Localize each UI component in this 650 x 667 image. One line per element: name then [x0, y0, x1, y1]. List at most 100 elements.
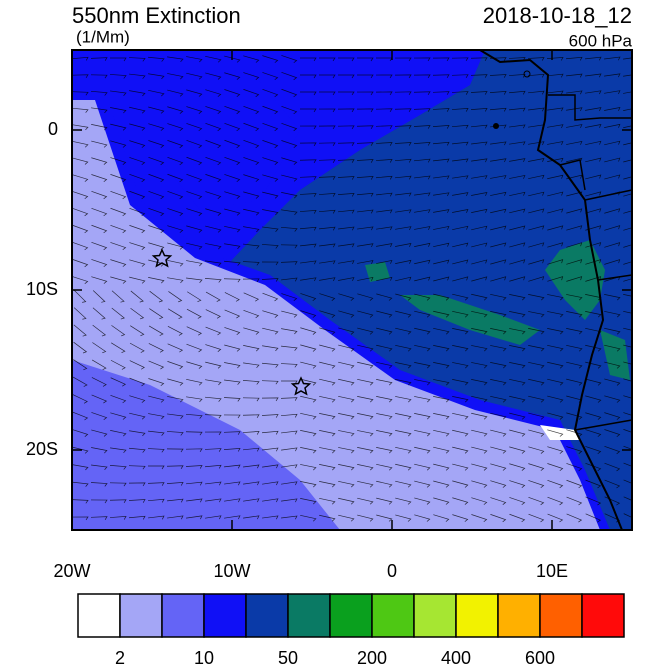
- colorbar: 2 10 50 200 400 600: [77, 593, 625, 667]
- wind-barb: [490, 497, 507, 505]
- wind-barb: [90, 516, 108, 520]
- wind-barb: [490, 480, 507, 488]
- wind-barb: [528, 429, 545, 437]
- wind-barb: [527, 73, 545, 78]
- wind-barb: [262, 310, 279, 318]
- wind-barb: [91, 224, 108, 234]
- wind-barb: [186, 173, 203, 183]
- wind-barb: [470, 57, 488, 61]
- wind-barb: [167, 326, 183, 336]
- wind-barb: [109, 465, 127, 470]
- wind-barb: [490, 379, 507, 386]
- wind-barb: [623, 244, 632, 248]
- wind-barb: [129, 430, 146, 437]
- wind-barb: [299, 108, 317, 113]
- wind-barb: [471, 276, 488, 282]
- wind-barb: [243, 139, 260, 149]
- wind-barb: [471, 124, 488, 129]
- wind-barb: [72, 516, 89, 521]
- wind-barb: [281, 310, 298, 318]
- wind-barb: [547, 208, 564, 214]
- wind-barb: [357, 514, 374, 522]
- wind-barb: [110, 242, 127, 251]
- wind-barb: [566, 124, 583, 129]
- wind-barb: [414, 446, 431, 454]
- wind-barb: [128, 57, 146, 62]
- wind-barb: [319, 260, 336, 265]
- wind-barb: [623, 142, 632, 146]
- wind-barb: [262, 481, 279, 486]
- wind-barb: [357, 310, 374, 318]
- wind-barb: [357, 413, 374, 420]
- wind-barb: [528, 496, 545, 506]
- wind-barb: [91, 124, 108, 131]
- wind-barb: [623, 108, 632, 111]
- wind-barb: [337, 159, 355, 163]
- wind-barb: [243, 515, 260, 520]
- wind-barb: [585, 140, 602, 146]
- wind-barb: [375, 159, 393, 163]
- wind-barb: [337, 108, 355, 113]
- wind-barb: [186, 343, 203, 353]
- wind-barb: [262, 88, 279, 98]
- wind-barb: [452, 192, 469, 197]
- colorbar-box: [581, 593, 625, 638]
- wind-barb: [243, 89, 260, 98]
- wind-barb: [433, 480, 450, 488]
- wind-barb: [281, 481, 298, 486]
- wind-barb: [281, 515, 298, 520]
- wind-barb: [566, 276, 583, 282]
- wind-barb: [566, 140, 583, 145]
- wind-barb: [205, 515, 222, 520]
- wind-barb: [509, 429, 526, 437]
- wind-barb: [205, 481, 222, 486]
- wind-barb: [566, 242, 583, 248]
- wind-barb: [623, 125, 632, 129]
- wind-barb: [451, 108, 469, 112]
- wind-barb: [489, 74, 507, 78]
- wind-barb: [394, 108, 412, 112]
- wind-barb: [262, 362, 279, 368]
- wind-barb: [281, 447, 298, 452]
- wind-barb: [585, 157, 602, 163]
- wind-barb: [376, 497, 393, 505]
- wind-barb: [186, 156, 203, 166]
- wind-barbs: [72, 55, 632, 523]
- wind-barb: [357, 464, 374, 471]
- wind-barb: [262, 515, 279, 520]
- wind-barb: [110, 430, 127, 437]
- wind-barb: [490, 107, 507, 112]
- colorbar-box: [119, 593, 163, 638]
- wind-barb: [623, 462, 632, 467]
- wind-barb: [585, 479, 602, 489]
- wind-barb: [413, 125, 431, 129]
- wind-barb: [111, 325, 126, 337]
- wind-barb: [566, 311, 583, 318]
- wind-barb: [223, 447, 241, 452]
- wind-barb: [186, 481, 203, 486]
- wind-barb: [318, 142, 336, 147]
- wind-barb: [432, 108, 450, 112]
- wind-barb: [566, 361, 583, 369]
- wind-barb: [243, 226, 260, 233]
- wind-barb: [490, 191, 507, 196]
- wind-barb: [91, 359, 107, 370]
- wind-barb: [566, 412, 583, 420]
- wind-barb: [110, 107, 127, 114]
- wind-barb: [110, 394, 127, 404]
- wind-barb: [224, 498, 241, 503]
- x-tick-label: 10E: [536, 561, 568, 581]
- wind-barb: [224, 515, 241, 520]
- wind-barb: [261, 278, 279, 282]
- wind-barb: [204, 278, 222, 283]
- wind-barb: [528, 90, 545, 95]
- wind-barb: [585, 429, 602, 437]
- wind-barb: [337, 142, 355, 146]
- wind-barb: [167, 140, 184, 149]
- wind-barb: [319, 497, 336, 505]
- wind-barb: [299, 159, 317, 164]
- units: (1/Mm): [76, 27, 130, 46]
- wind-barb: [72, 411, 89, 421]
- wind-barb: [395, 293, 412, 301]
- wind-barb: [357, 260, 374, 265]
